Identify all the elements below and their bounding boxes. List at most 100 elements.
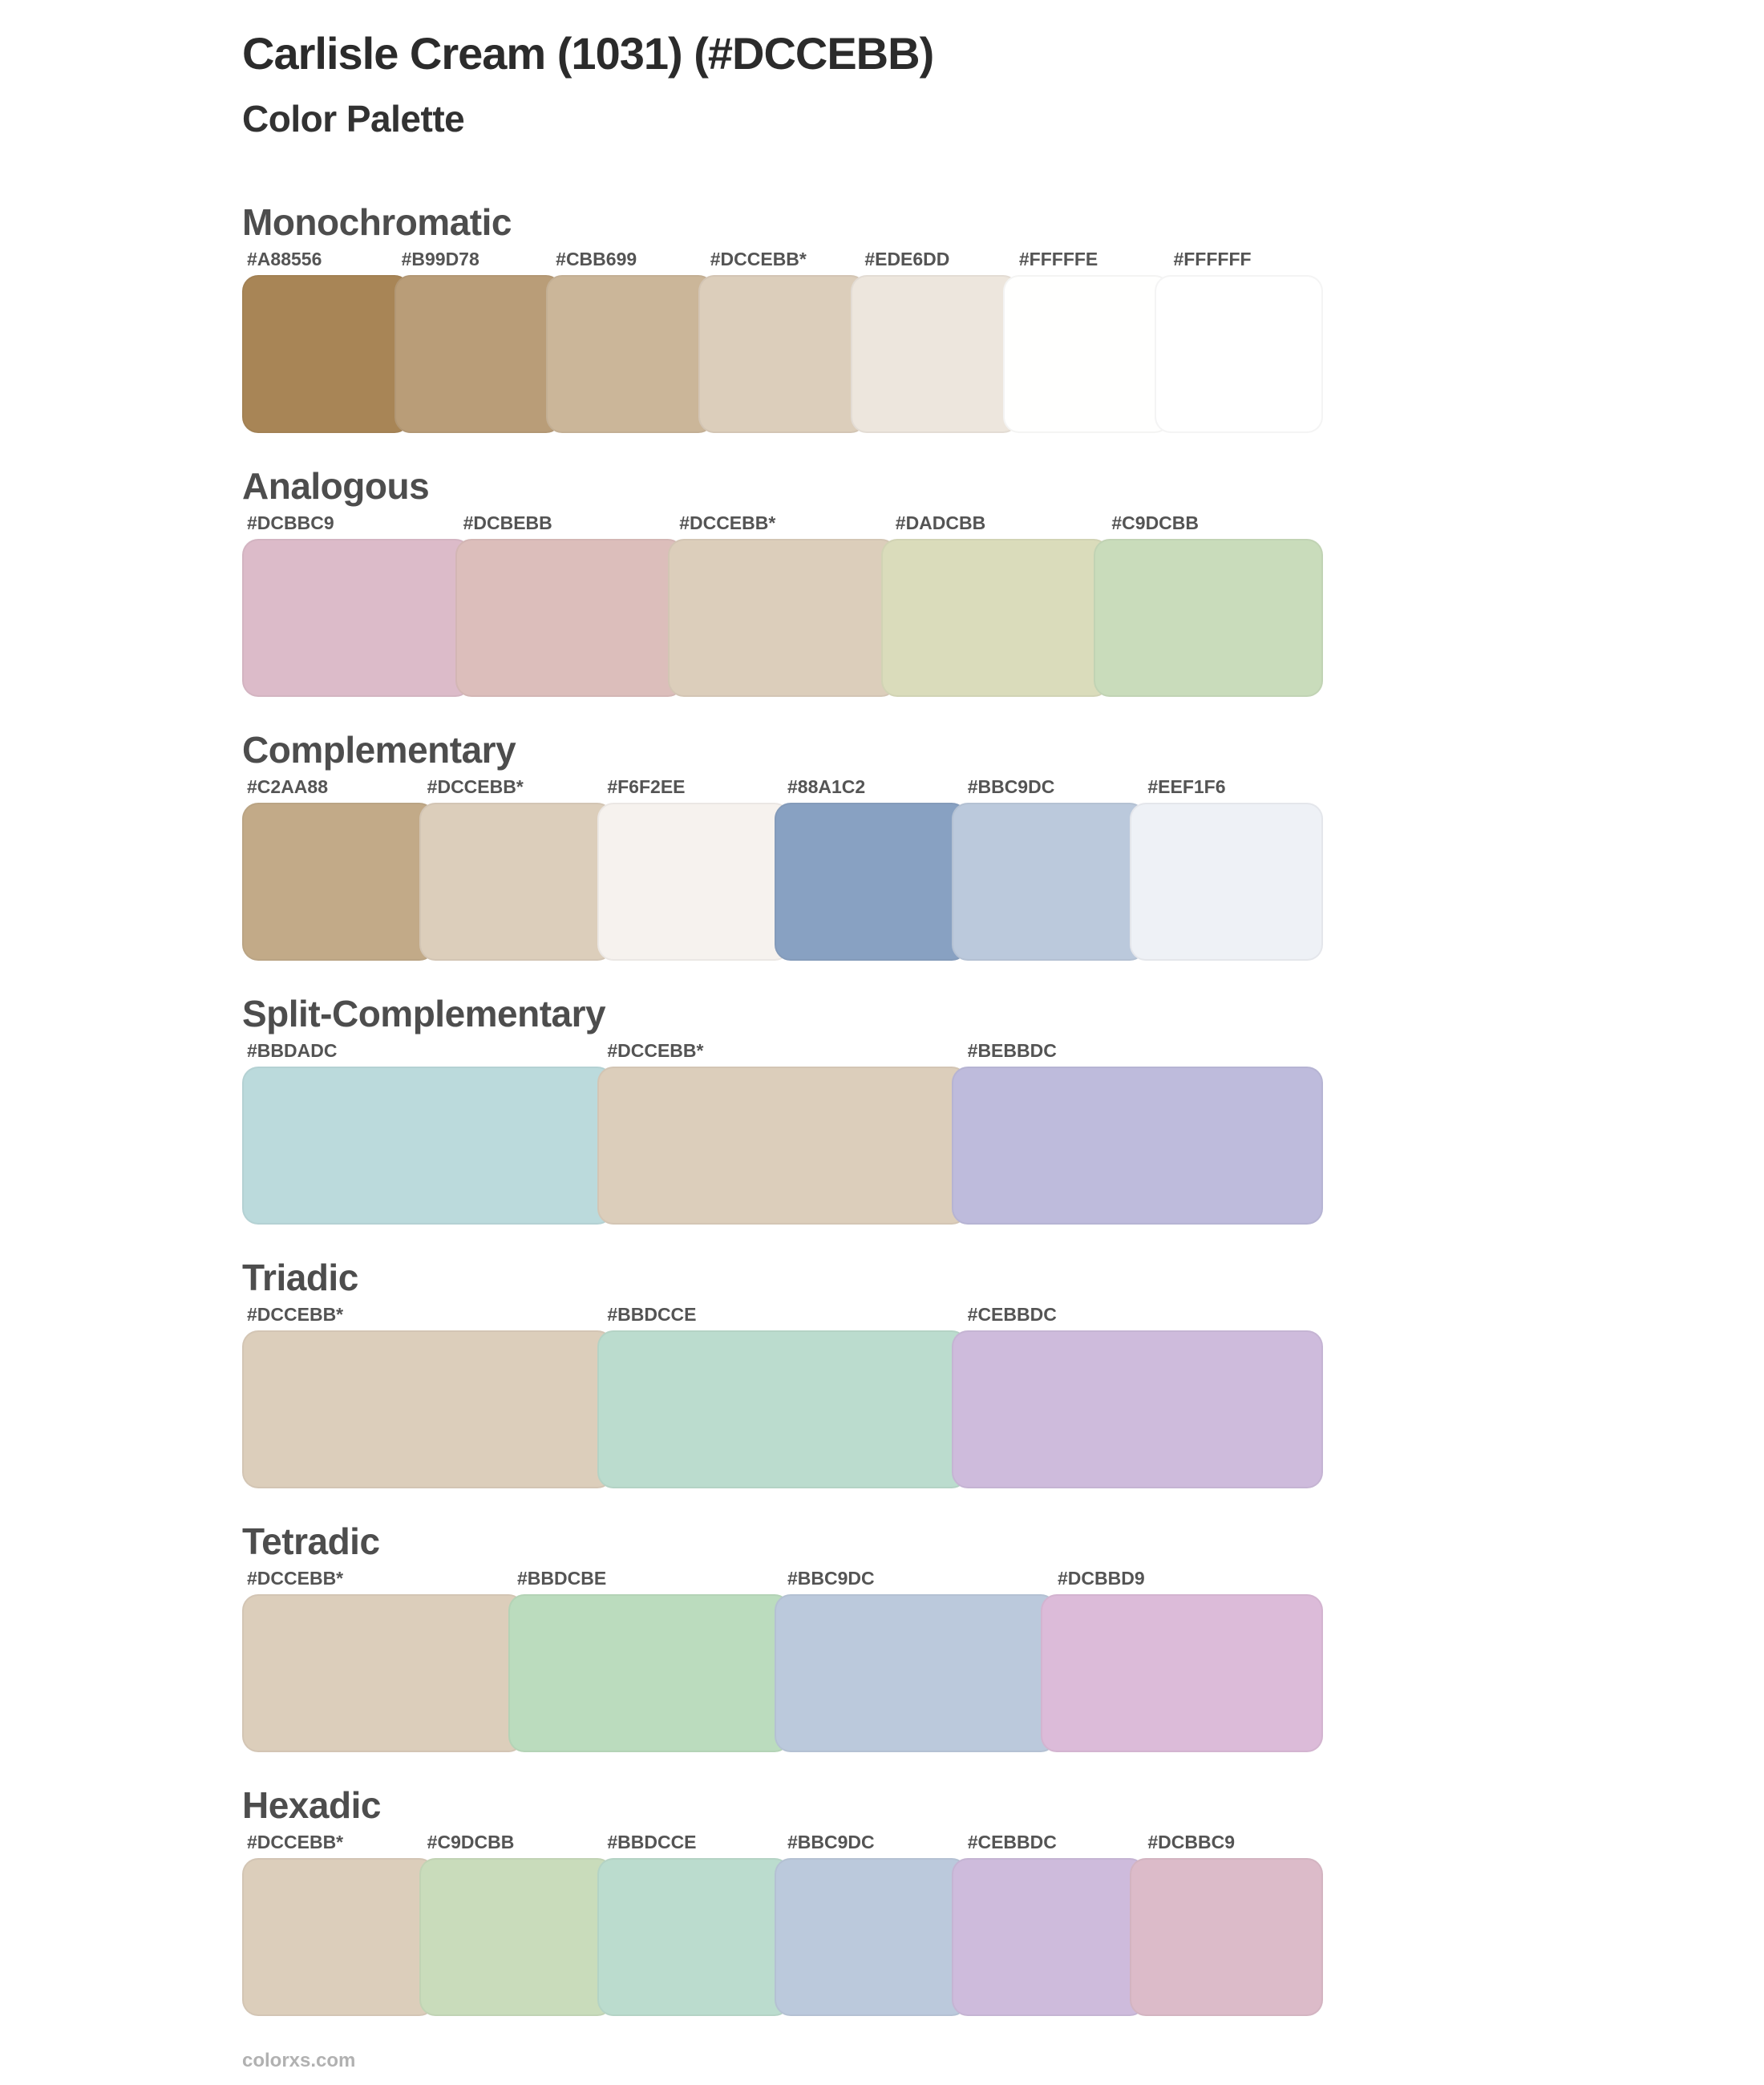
hex-label: #BBDCBE — [517, 1568, 607, 1589]
hex-label: #DCBBC9 — [1147, 1832, 1235, 1852]
page-title: Carlisle Cream (1031) (#DCCEBB) — [242, 28, 934, 79]
footer-watermark: colorxs.com — [242, 2050, 356, 2071]
palette-section: Complementary #C2AA88 #DCCEBB* #F6F2EE #88A… — [242, 731, 1323, 961]
hex-label: #DCBBC9 — [247, 512, 334, 533]
hex-label: #FFFFFE — [1018, 249, 1098, 269]
palette-section-title: Hexadic — [242, 1784, 381, 1826]
swatch-row — [242, 1858, 1323, 2016]
hex-label: #DCCEBB* — [427, 776, 524, 797]
hex-label: #DCCEBB* — [607, 1040, 704, 1061]
hex-label: #EDE6DD — [864, 249, 950, 269]
color-swatch[interactable] — [242, 1594, 524, 1752]
palette-section-title: Analogous — [242, 465, 430, 507]
color-swatch[interactable] — [597, 1067, 969, 1225]
hex-label: #EEF1F6 — [1147, 776, 1226, 797]
color-swatch[interactable] — [668, 539, 897, 697]
hex-labels-row: #BBDADC #DCCEBB* #BEBBDC — [242, 1040, 1323, 1061]
color-swatch[interactable] — [774, 803, 969, 961]
swatch-row — [242, 1067, 1324, 1225]
hex-labels-row: #DCCEBB* #BBDCBE #BBC9DC #DCBBD9 — [242, 1568, 1323, 1589]
swatch-row — [242, 1594, 1323, 1752]
hex-label: #B99D78 — [401, 249, 479, 269]
hex-label: #A88556 — [247, 249, 322, 269]
hex-labels-row: #DCCEBB* #BBDCCE #CEBBDC — [242, 1304, 1323, 1325]
palette-section-title: Complementary — [242, 729, 516, 771]
color-swatch[interactable] — [952, 803, 1146, 961]
color-swatch[interactable] — [508, 1594, 791, 1752]
hex-label: #DCBEBB — [463, 512, 552, 533]
color-swatch[interactable] — [597, 803, 791, 961]
hex-label: #CBB699 — [556, 249, 637, 269]
color-swatch[interactable] — [850, 275, 1019, 433]
hex-label: #BBC9DC — [787, 1568, 875, 1589]
page-subtitle: Color Palette — [242, 98, 465, 140]
hex-label: #CEBBDC — [967, 1832, 1057, 1852]
hex-label: #C2AA88 — [247, 776, 328, 797]
hex-label: #88A1C2 — [787, 776, 866, 797]
color-swatch[interactable] — [419, 1858, 613, 2016]
color-swatch[interactable] — [698, 275, 867, 433]
hex-label: #F6F2EE — [607, 776, 686, 797]
palette-section: Triadic #DCCEBB* #BBDCCE #CEBBDC — [242, 1257, 1324, 1488]
hex-label: #BBDCCE — [607, 1832, 697, 1852]
swatch-row — [242, 539, 1323, 697]
color-swatch[interactable] — [1129, 1858, 1323, 2016]
color-swatch[interactable] — [242, 275, 411, 433]
hex-label: #BBC9DC — [967, 776, 1055, 797]
palette-section: Monochromatic #A88556 #B99D78 #CBB699 #DCCE… — [242, 201, 1324, 433]
hex-labels-row: #C2AA88 #DCCEBB* #F6F2EE #88A1C2 #BBC9DC #EEF… — [242, 776, 1323, 797]
color-swatch[interactable] — [1002, 275, 1171, 433]
color-swatch[interactable] — [774, 1858, 969, 2016]
hex-label: #DCCEBB* — [679, 512, 776, 533]
hex-labels-row: #DCCEBB* #C9DCBB #BBDCCE #BBC9DC #CEBBDC #DCB… — [242, 1832, 1323, 1852]
color-swatch[interactable] — [952, 1330, 1324, 1488]
hex-label: #CEBBDC — [967, 1304, 1057, 1325]
color-swatch[interactable] — [597, 1330, 969, 1488]
hex-label: #BEBBDC — [967, 1040, 1057, 1061]
hex-label: #DCCEBB* — [247, 1568, 344, 1589]
palette-section: Tetradic #DCCEBB* #BBDCBE #BBC9DC #DCBBD9 — [242, 1523, 1323, 1752]
color-swatch[interactable] — [1041, 1594, 1323, 1752]
hex-label: #DCCEBB* — [710, 249, 807, 269]
color-swatch[interactable] — [242, 539, 471, 697]
hex-label: #C9DCBB — [427, 1832, 515, 1852]
palette-section: Analogous #DCBBC9 #DCBEBB #DCCEBB* #DADCBB #… — [242, 468, 1323, 697]
hex-label: #BBC9DC — [787, 1832, 875, 1852]
hex-labels-row: #DCBBC9 #DCBEBB #DCCEBB* #DADCBB #C9DCBB — [242, 512, 1323, 533]
color-swatch[interactable] — [775, 1594, 1057, 1752]
hex-label: #BBDCCE — [607, 1304, 697, 1325]
color-swatch[interactable] — [242, 1858, 436, 2016]
color-swatch[interactable] — [546, 275, 715, 433]
palette-section-title: Triadic — [242, 1257, 358, 1298]
palette-section: Split-Complementary #BBDADC #DCCEBB* #BEBB… — [242, 993, 1324, 1225]
color-swatch[interactable] — [597, 1858, 791, 2016]
palette-section-title: Tetradic — [242, 1520, 380, 1562]
swatch-row — [242, 803, 1323, 961]
hex-label: #DADCBB — [895, 512, 986, 533]
hex-label: #BBDADC — [247, 1040, 338, 1061]
color-swatch[interactable] — [242, 803, 436, 961]
palette-section-title: Monochromatic — [242, 201, 512, 243]
palette-sections: Monochromatic #A88556 #B99D78 #CBB699 #DCCE… — [242, 201, 1324, 2016]
hex-label: #C9DCBB — [1111, 512, 1200, 533]
color-swatch[interactable] — [952, 1067, 1324, 1225]
color-swatch[interactable] — [952, 1858, 1146, 2016]
color-swatch[interactable] — [1129, 803, 1323, 961]
color-swatch[interactable] — [880, 539, 1111, 697]
hex-label: #FFFFFF — [1173, 249, 1252, 269]
color-swatch[interactable] — [394, 275, 563, 433]
color-swatch[interactable] — [455, 539, 685, 697]
hex-labels-row: #A88556 #B99D78 #CBB699 #DCCEBB* #EDE6DD #FFF… — [242, 249, 1323, 269]
palette-section: Hexadic #DCCEBB* #C9DCBB #BBDCCE #BBC9DC #CE… — [242, 1787, 1323, 2016]
color-swatch[interactable] — [419, 803, 613, 961]
swatch-row — [242, 275, 1324, 433]
color-swatch[interactable] — [242, 1330, 613, 1488]
hex-label: #DCBBD9 — [1058, 1568, 1145, 1589]
swatch-row — [242, 1330, 1324, 1488]
hex-label: #DCCEBB* — [247, 1832, 344, 1852]
color-swatch[interactable] — [1155, 275, 1324, 433]
hex-label: #DCCEBB* — [247, 1304, 344, 1325]
color-swatch[interactable] — [1094, 539, 1323, 697]
palette-section-title: Split-Complementary — [242, 993, 606, 1034]
color-swatch[interactable] — [242, 1067, 613, 1225]
